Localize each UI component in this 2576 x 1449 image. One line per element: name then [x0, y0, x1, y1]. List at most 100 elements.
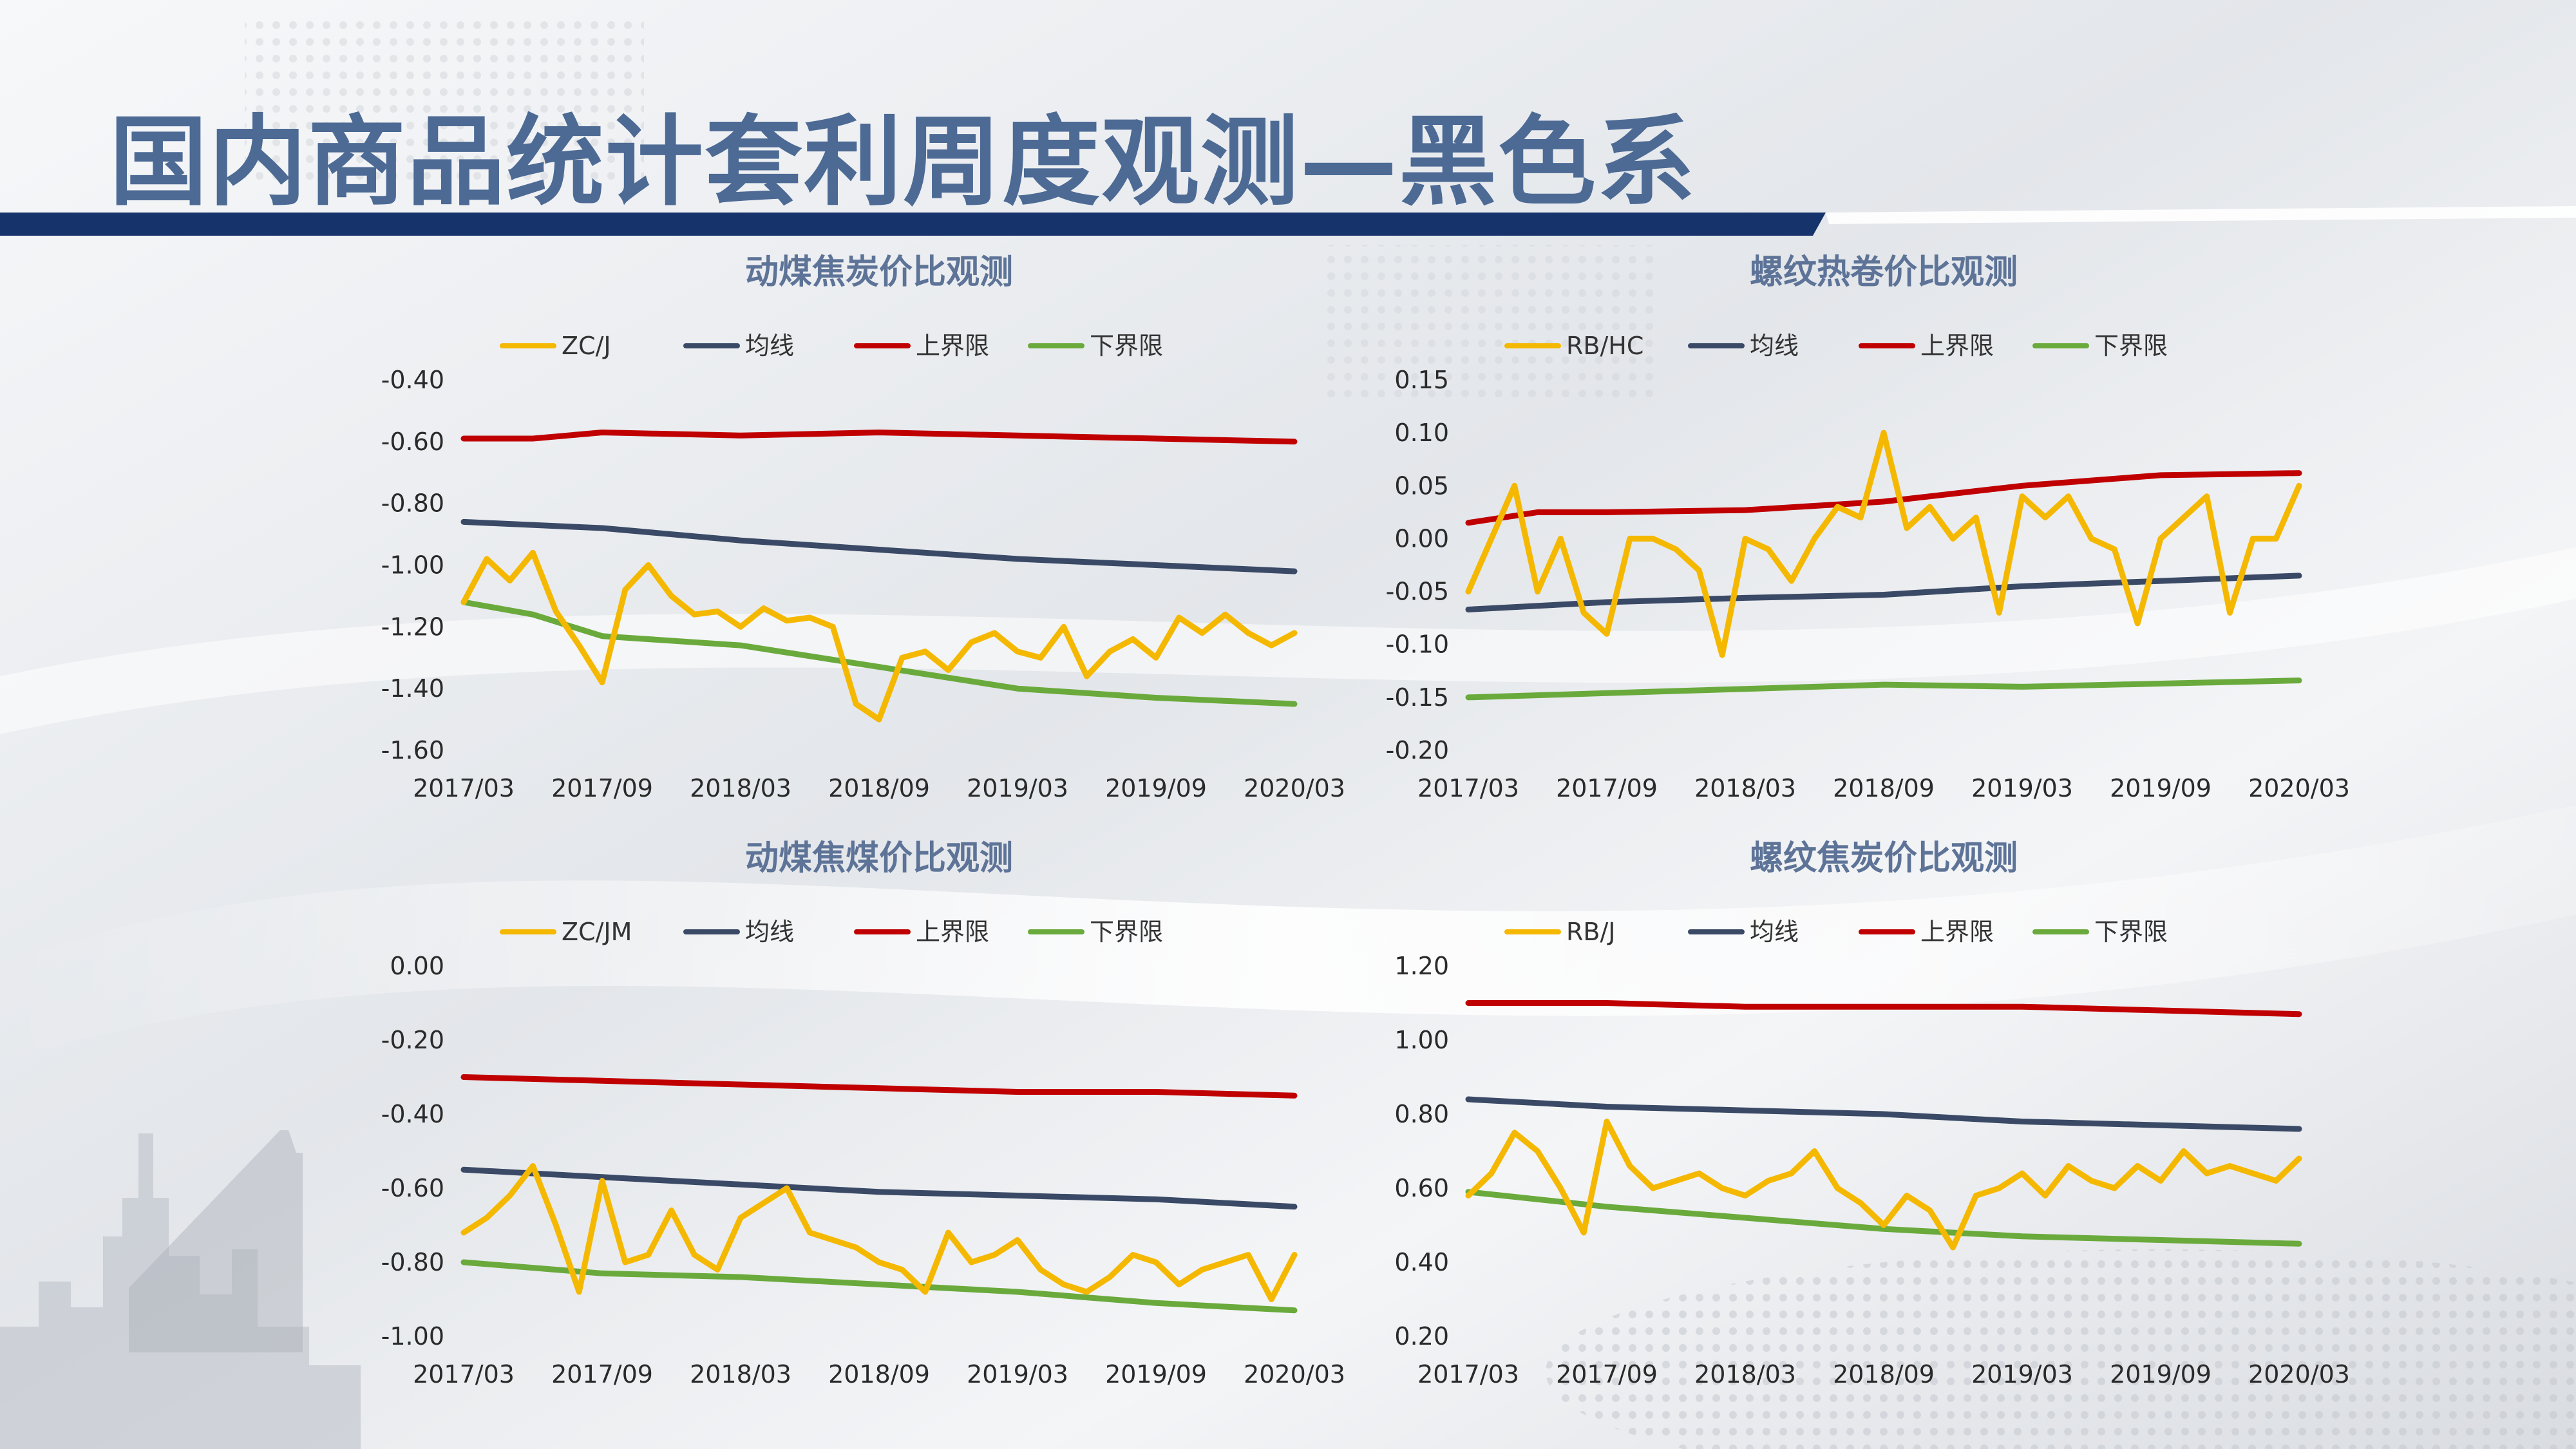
legend-label-lower: 下界限 [1090, 332, 1163, 360]
x-tick-label: 2017/09 [1556, 1360, 1658, 1388]
series-line-upper [460, 1074, 1298, 1099]
x-tick-label: 2020/03 [1244, 774, 1345, 802]
x-tick-label: 2018/09 [1833, 774, 1935, 802]
x-tick-label: 2019/09 [1105, 774, 1207, 802]
x-tick-label: 2019/09 [2110, 1360, 2211, 1388]
x-tick-label: 2017/03 [413, 774, 515, 802]
chart-panel-zc-jm: 动煤焦煤价比观测 ZC/JM 均线 上界限 下界限 0.00 -0.20 -0.40 -0.60… [335, 811, 1345, 1391]
chart-panel-zc-j: 动煤焦炭价比观测 ZC/J 均线 上界限 下界限 -0.40 -0.60 -0.80 -1.00… [335, 225, 1345, 805]
x-tick-label: 2017/09 [1556, 774, 1658, 802]
chart-title: 动煤焦炭价比观测 [745, 253, 1013, 292]
y-tick-label: 0.60 [1394, 1174, 1449, 1202]
series-line-mean [1465, 1096, 2302, 1132]
series-line-upper [1465, 470, 2302, 526]
chart-title: 动煤焦煤价比观测 [745, 839, 1013, 878]
y-tick-label: -1.00 [381, 551, 444, 580]
y-tick-label: -1.60 [381, 736, 444, 764]
y-tick-label: 1.00 [1394, 1026, 1449, 1054]
chart-panel-rb-hc: 螺纹热卷价比观测 RB/HC 均线 上界限 下界限 0.15 0.10 0.05 0.00 -0.… [1340, 225, 2350, 805]
x-tick-label: 2018/03 [690, 1360, 791, 1388]
x-tick-label: 2018/09 [828, 774, 930, 802]
x-tick-label: 2018/09 [1833, 1360, 1935, 1388]
x-tick-label: 2020/03 [2248, 774, 2350, 802]
legend-label-ratio: RB/J [1566, 918, 1615, 946]
series-line-lower [460, 599, 1298, 707]
x-tick-label: 2018/03 [690, 774, 791, 802]
x-tick-label: 2017/09 [551, 1360, 653, 1388]
series-line-mean [460, 518, 1298, 574]
series-line-upper [460, 430, 1298, 445]
y-tick-label: -0.10 [1386, 630, 1449, 659]
series-line-ratio [460, 1163, 1298, 1302]
x-tick-label: 2018/09 [828, 1360, 930, 1388]
legend-label-upper: 上界限 [916, 918, 989, 946]
x-tick-label: 2019/09 [1105, 1360, 1207, 1388]
series-line-ratio [1465, 1119, 2302, 1251]
legend-label-upper: 上界限 [1920, 918, 1994, 946]
y-tick-label: -0.40 [381, 1100, 444, 1128]
y-tick-label: -0.20 [1386, 736, 1449, 764]
chart-panel-rb-j: 螺纹焦炭价比观测 RB/J 均线 上界限 下界限 1.20 1.00 0.80 0.60 0.40… [1340, 811, 2350, 1391]
y-tick-label: 0.15 [1394, 366, 1449, 394]
y-tick-label: 0.05 [1394, 471, 1449, 500]
slide-title: 国内商品统计套利周度观测—黑色系 [109, 105, 1696, 219]
x-tick-label: 2020/03 [1244, 1360, 1345, 1388]
x-tick-label: 2018/03 [1694, 774, 1796, 802]
chart-title: 螺纹焦炭价比观测 [1750, 839, 2018, 878]
series-line-ratio [1465, 430, 2302, 658]
legend-label-upper: 上界限 [916, 332, 989, 360]
x-tick-label: 2019/03 [967, 774, 1068, 802]
y-tick-label: -0.15 [1386, 683, 1449, 712]
y-tick-label: -0.80 [381, 1248, 444, 1276]
x-tick-label: 2018/03 [1694, 1360, 1796, 1388]
legend-label-ratio: ZC/JM [562, 918, 632, 946]
series-line-upper [1465, 1000, 2302, 1018]
y-tick-label: -1.20 [381, 612, 444, 641]
y-tick-label: -0.80 [381, 489, 444, 518]
y-tick-label: 0.80 [1394, 1100, 1449, 1128]
y-tick-label: 0.00 [390, 952, 444, 980]
y-tick-label: -0.60 [381, 1174, 444, 1202]
y-tick-label: -0.60 [381, 428, 444, 456]
legend-label-mean: 均线 [745, 332, 794, 360]
series-line-mean [1465, 573, 2302, 612]
x-tick-label: 2019/09 [2110, 774, 2211, 802]
legend-label-ratio: RB/HC [1566, 332, 1643, 360]
x-tick-label: 2019/03 [967, 1360, 1068, 1388]
series-line-ratio [460, 549, 1298, 723]
legend-label-ratio: ZC/J [562, 332, 611, 360]
y-tick-label: 1.20 [1394, 952, 1449, 980]
x-tick-label: 2017/03 [1417, 1360, 1519, 1388]
x-tick-label: 2017/03 [1417, 774, 1519, 802]
x-tick-label: 2019/03 [1971, 1360, 2073, 1388]
legend-label-mean: 均线 [1750, 918, 1799, 946]
y-tick-label: 0.00 [1394, 524, 1449, 553]
x-tick-label: 2017/09 [551, 774, 653, 802]
legend-label-lower: 下界限 [2094, 918, 2168, 946]
legend-label-mean: 均线 [1750, 332, 1799, 360]
y-tick-label: -0.05 [1386, 578, 1449, 606]
x-tick-label: 2019/03 [1971, 774, 2073, 802]
y-tick-label: 0.20 [1394, 1322, 1449, 1350]
series-line-lower [460, 1259, 1298, 1314]
series-line-mean [460, 1166, 1298, 1210]
chart-title: 螺纹热卷价比观测 [1750, 253, 2018, 292]
y-tick-label: -0.20 [381, 1026, 444, 1054]
chart-zc-j: 动煤焦炭价比观测 ZC/J 均线 上界限 下界限 -0.40 -0.60 -0.80 -1.00… [381, 253, 1345, 802]
x-tick-label: 2020/03 [2248, 1360, 2350, 1388]
y-tick-label: 0.40 [1394, 1248, 1449, 1276]
x-tick-label: 2017/03 [413, 1360, 515, 1388]
y-tick-label: -1.00 [381, 1322, 444, 1350]
y-tick-label: 0.10 [1394, 419, 1449, 447]
legend-label-upper: 上界限 [1920, 332, 1994, 360]
y-tick-label: -1.40 [381, 674, 444, 703]
chart-rb-j: 螺纹焦炭价比观测 RB/J 均线 上界限 下界限 1.20 1.00 0.80 0.60 0.40… [1394, 839, 2350, 1388]
chart-zc-jm: 动煤焦煤价比观测 ZC/JM 均线 上界限 下界限 0.00 -0.20 -0.40 -0.60… [381, 839, 1345, 1388]
series-line-lower [1465, 1189, 2302, 1247]
legend-label-lower: 下界限 [1090, 918, 1163, 946]
series-line-lower [1465, 677, 2302, 701]
legend-label-mean: 均线 [745, 918, 794, 946]
y-tick-label: -0.40 [381, 366, 444, 394]
legend-label-lower: 下界限 [2094, 332, 2168, 360]
chart-rb-hc: 螺纹热卷价比观测 RB/HC 均线 上界限 下界限 0.15 0.10 0.05 0.00 -0.… [1386, 253, 2350, 802]
